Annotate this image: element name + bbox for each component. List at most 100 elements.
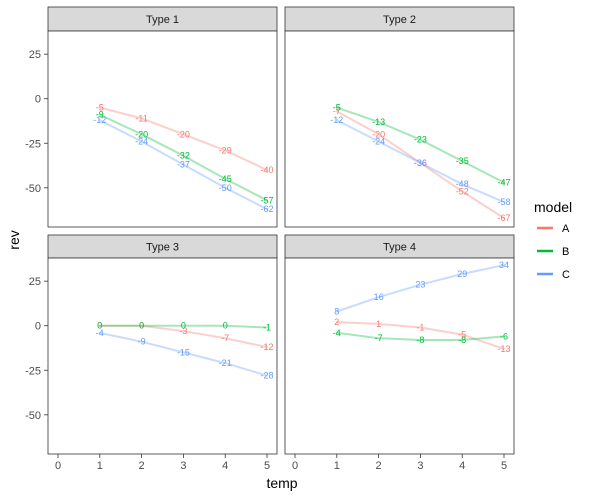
x-tick-label: 1: [97, 460, 103, 472]
data-label-A: -7: [221, 333, 229, 343]
data-label-A: -5: [458, 330, 466, 340]
series-line-A: [98, 324, 268, 349]
legend: model ABC: [534, 199, 572, 281]
data-label-C: -28: [260, 371, 273, 381]
data-label-B: -35: [456, 156, 469, 166]
panel-2: Type 2 -7 -20 -36 -52 -67 -5 -13 -23 -35 -47 -12 -24…: [284, 6, 515, 228]
data-label-C: 23: [415, 280, 425, 290]
series-line-C: [335, 264, 505, 313]
y-tick-label: -50: [25, 410, 41, 422]
legend-entries: ABC: [537, 223, 570, 281]
y-tick-label: -25: [25, 138, 41, 150]
legend-title: model: [534, 199, 572, 215]
data-label-C: -9: [138, 337, 146, 347]
x-tick-label: 2: [139, 460, 145, 472]
data-label-B: -7: [375, 333, 383, 343]
data-label-C: -12: [93, 115, 106, 125]
legend-label-C: C: [562, 269, 570, 281]
data-label-B: 0: [223, 321, 228, 331]
data-label-C: -62: [260, 204, 273, 214]
plot-frame: [284, 257, 515, 455]
data-label-B: -4: [333, 328, 341, 338]
data-label-C: -4: [96, 328, 104, 338]
data-label-C: 16: [374, 292, 384, 302]
series-line-C: [335, 119, 505, 204]
data-label-B: -45: [219, 174, 232, 184]
data-label-B: 0: [97, 321, 102, 331]
data-label-B: -8: [416, 335, 424, 345]
data-label-B: -32: [177, 151, 190, 161]
series-line-C: [98, 331, 268, 377]
data-label-A: -29: [219, 145, 232, 155]
series-line-A: [98, 106, 268, 171]
y-tick-label: -25: [25, 365, 41, 377]
strip-title: Type 1: [146, 14, 179, 26]
legend-label-A: A: [562, 223, 570, 235]
data-label-C: -37: [177, 160, 190, 170]
data-label-A: 2: [334, 317, 339, 327]
data-label-A: -52: [456, 186, 469, 196]
series-line-B: [98, 113, 268, 202]
x-tick-label: 5: [264, 460, 270, 472]
data-label-A: -67: [497, 213, 510, 223]
data-label-C: -58: [497, 197, 510, 207]
strip-title: Type 3: [146, 242, 179, 254]
x-tick-label: 0: [292, 460, 298, 472]
data-label-B: -47: [497, 177, 510, 187]
x-tick-label: 1: [334, 460, 340, 472]
data-label-C: 29: [457, 269, 467, 279]
data-label-A: 0: [139, 321, 144, 331]
series-line-A: [335, 321, 505, 350]
data-label-B: -13: [372, 117, 385, 127]
data-label-B: -9: [96, 110, 104, 120]
strip-title: Type 2: [383, 14, 416, 26]
data-label-B: -23: [414, 135, 427, 145]
data-label-A: -13: [497, 344, 510, 354]
series-line-B: [335, 331, 505, 341]
x-tick-label: 0: [55, 460, 61, 472]
series-line-B: [98, 324, 268, 329]
data-label-A: -11: [135, 113, 147, 123]
data-label-A: -36: [414, 158, 427, 168]
data-label-C: -21: [219, 358, 232, 368]
x-tick-label: 3: [180, 460, 186, 472]
data-label-A: -40: [260, 165, 273, 175]
y-tick-label: 0: [35, 321, 41, 333]
y-axis-title: rev: [6, 230, 22, 249]
data-label-A: 1: [376, 319, 381, 329]
data-label-A: -20: [372, 129, 385, 139]
plot-frame: [47, 30, 278, 228]
data-label-B: 0: [139, 321, 144, 331]
panels-layer: Type 1250-25-50-5-11-20-29-40-9-20-32-45…: [25, 6, 515, 472]
strip-title: Type 4: [383, 242, 416, 254]
data-label-C: 8: [334, 306, 339, 316]
y-tick-label: 0: [35, 94, 41, 106]
data-label-C: -24: [372, 136, 385, 146]
data-label-A: -12: [260, 342, 273, 352]
data-label-A: 0: [97, 321, 102, 331]
data-label-A: -5: [96, 103, 104, 113]
data-label-B: 0: [181, 321, 186, 331]
plot-frame: [284, 30, 515, 228]
data-label-C: -36: [414, 158, 427, 168]
data-label-B: -20: [135, 129, 148, 139]
panel-1: Type 1 25 0 -25 -50 -5 -11 -20 -29 -40 -9 -20 -32 -45…: [25, 6, 278, 228]
x-tick-label: 5: [501, 460, 507, 472]
series-line-B: [335, 106, 505, 184]
data-label-B: -5: [333, 103, 341, 113]
data-label-C: -48: [456, 179, 469, 189]
y-tick-label: 25: [29, 49, 41, 61]
data-label-A: -20: [177, 129, 190, 139]
strip-background: [47, 6, 278, 32]
data-label-C: -15: [177, 347, 190, 357]
data-label-A: -7: [333, 106, 341, 116]
data-label-C: -50: [219, 183, 232, 193]
data-label-C: -24: [135, 136, 148, 146]
series-line-C: [98, 119, 268, 211]
plot-frame: [47, 257, 278, 455]
data-label-B: -8: [458, 335, 466, 345]
data-label-B: -1: [263, 322, 271, 332]
